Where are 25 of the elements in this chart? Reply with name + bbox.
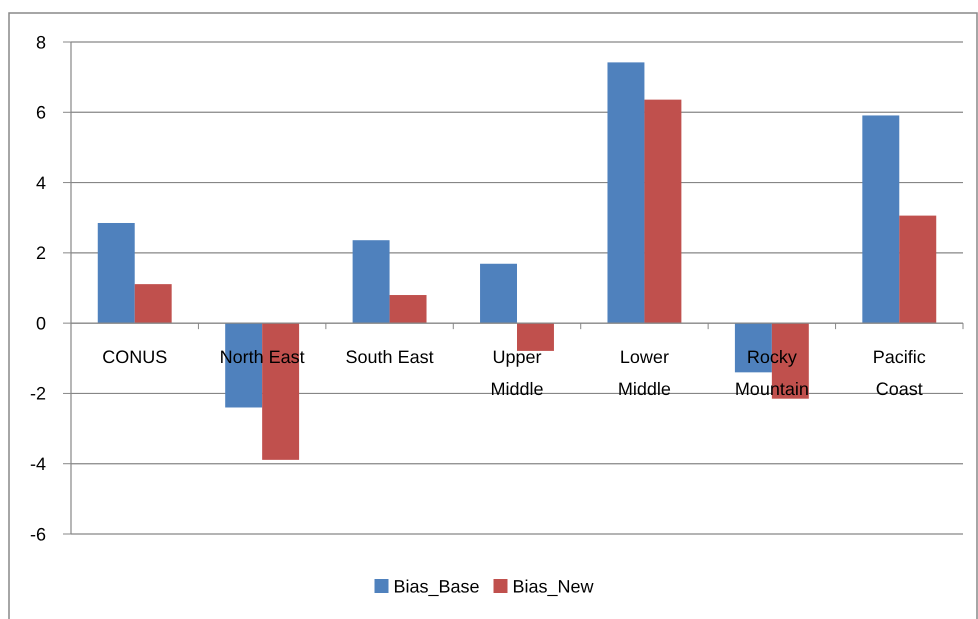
y-tick-label: 6 [36, 102, 46, 123]
y-tick-label: -4 [30, 454, 46, 474]
bar [644, 100, 682, 324]
bar [607, 62, 644, 324]
x-tick-label: Lower Middle [618, 347, 671, 400]
x-tick-label: Pacific Coast [872, 347, 926, 400]
bar [899, 216, 936, 324]
y-tick-label: -6 [30, 524, 46, 544]
y-tick-label: -2 [30, 384, 46, 404]
y-tick-label: 2 [36, 243, 46, 264]
y-tick-label: 4 [36, 172, 46, 193]
bar [134, 284, 172, 324]
bar [98, 222, 135, 324]
bar [517, 323, 554, 351]
legend-label: Bias_New [512, 576, 595, 596]
bar [862, 115, 900, 324]
bar [352, 240, 390, 324]
bar [480, 264, 517, 324]
x-tick-label: South East [346, 347, 434, 368]
y-tick-label: 0 [36, 313, 46, 334]
bar [390, 295, 427, 324]
y-tick-label: 8 [36, 32, 46, 52]
x-tick-label: Upper Middle [490, 347, 544, 400]
x-tick-label: CONUS [102, 347, 168, 368]
legend-label: Bias_Base [394, 576, 480, 596]
